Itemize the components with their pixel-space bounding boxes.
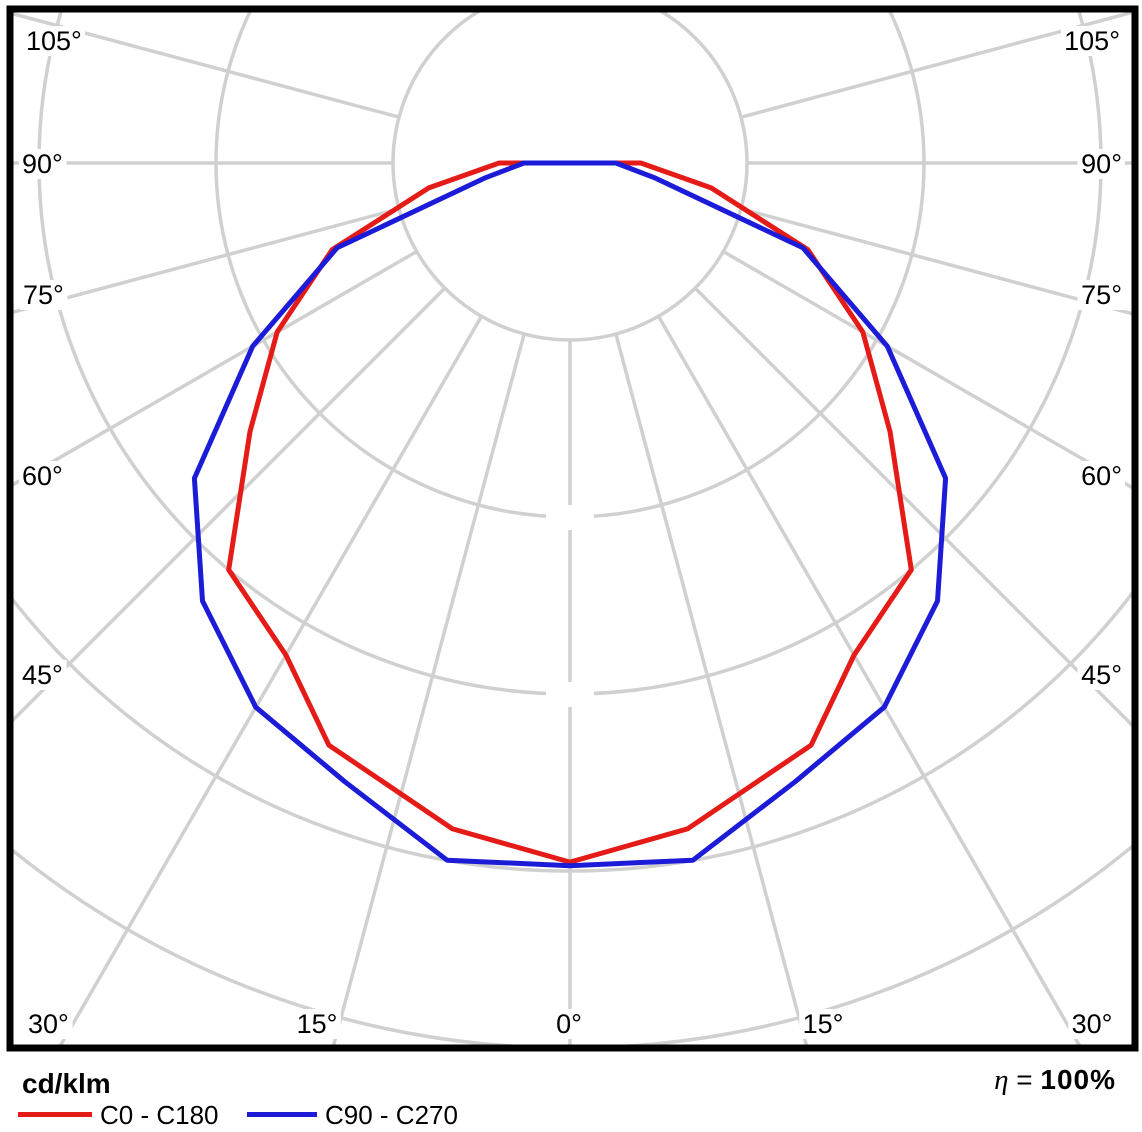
grid-ray--30 <box>59 315 484 1045</box>
grid-ray-75 <box>740 207 1135 317</box>
angle-label-bg <box>293 1009 341 1039</box>
efficiency-readout: η = 100% <box>994 1064 1116 1097</box>
angle-label-90°: 90° <box>1081 149 1122 179</box>
grid-ray-30 <box>656 315 1081 1045</box>
legend-label-c0-c180: C0 - C180 <box>100 1100 219 1130</box>
legend-line-c90-c270 <box>247 1112 317 1117</box>
angle-label-bg <box>1077 149 1125 179</box>
angle-label-bg <box>1068 1009 1116 1039</box>
angle-label-bg <box>20 280 68 310</box>
eta-value: 100% <box>1040 1064 1116 1095</box>
angle-label-bg <box>1077 461 1125 491</box>
grid-ray-15 <box>614 333 809 1045</box>
angle-label-bg <box>19 660 67 690</box>
angle-label-75°: 75° <box>23 280 64 310</box>
grid-ray-45 <box>693 286 1135 730</box>
angle-label-75°: 75° <box>1081 280 1122 310</box>
grid-ray--105 <box>13 12 400 119</box>
grid-ray--75 <box>13 207 400 314</box>
grid-ray-105 <box>740 12 1135 119</box>
angle-label-90°: 90° <box>22 149 63 179</box>
angle-label-45°: 45° <box>1081 660 1122 690</box>
angle-label-bg <box>19 461 67 491</box>
curve-c90-c270 <box>191 160 949 869</box>
angle-label-bg <box>19 149 67 179</box>
angle-label-105°: 105° <box>26 26 82 56</box>
angle-label-bg <box>552 1009 586 1039</box>
eta-symbol: η <box>994 1064 1009 1096</box>
diagram-frame <box>6 5 1139 1052</box>
angle-label-45°: 45° <box>22 660 63 690</box>
angle-label-30°: 30° <box>1072 1009 1113 1039</box>
angle-label-bg <box>25 1009 73 1039</box>
angle-label-15°: 15° <box>297 1009 338 1039</box>
ring-label-gap <box>546 505 594 530</box>
ring-label-gap <box>546 682 594 707</box>
angle-label-bg <box>1061 26 1123 56</box>
legend-label-c90-c270: C90 - C270 <box>325 1100 458 1130</box>
angle-label-bg <box>1077 280 1125 310</box>
angle-label-15°: 15° <box>803 1009 844 1039</box>
grid-ray--60 <box>13 249 418 487</box>
angle-label-60°: 60° <box>1081 461 1122 491</box>
unit-label: cd/klm <box>22 1068 111 1099</box>
angle-label-0°: 0° <box>556 1009 582 1039</box>
grid-ray-60 <box>722 249 1135 491</box>
angle-label-bg <box>1077 660 1125 690</box>
angle-label-bg <box>23 26 85 56</box>
angle-label-30°: 30° <box>28 1009 69 1039</box>
grid-ray--15 <box>331 333 526 1045</box>
grid-ring-100 <box>391 12 749 342</box>
eta-equals: = <box>1008 1064 1041 1095</box>
grid-ray--45 <box>13 286 447 722</box>
legend-line-c0-c180 <box>18 1112 92 1117</box>
angle-label-105°: 105° <box>1064 26 1120 56</box>
angle-label-bg <box>799 1009 847 1039</box>
angle-label-60°: 60° <box>22 461 63 491</box>
